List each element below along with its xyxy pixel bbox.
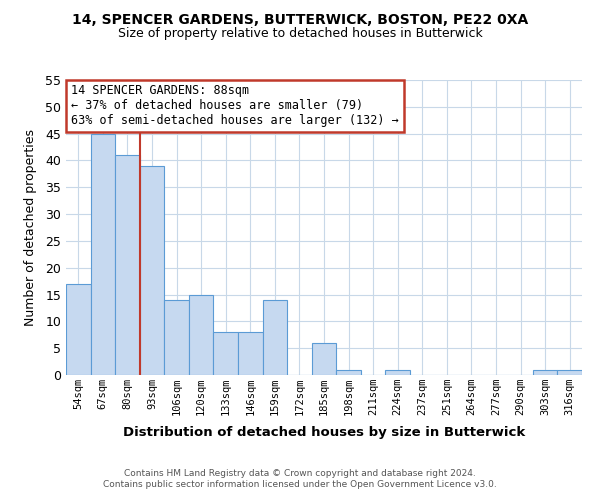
Bar	[140, 166, 164, 375]
Bar	[189, 294, 214, 375]
Text: Contains public sector information licensed under the Open Government Licence v3: Contains public sector information licen…	[103, 480, 497, 489]
Bar	[66, 284, 91, 375]
Text: Size of property relative to detached houses in Butterwick: Size of property relative to detached ho…	[118, 28, 482, 40]
Bar	[238, 332, 263, 375]
Bar	[336, 370, 361, 375]
Text: 14, SPENCER GARDENS, BUTTERWICK, BOSTON, PE22 0XA: 14, SPENCER GARDENS, BUTTERWICK, BOSTON,…	[72, 12, 528, 26]
Bar	[91, 134, 115, 375]
X-axis label: Distribution of detached houses by size in Butterwick: Distribution of detached houses by size …	[123, 426, 525, 440]
Bar	[557, 370, 582, 375]
Bar	[312, 343, 336, 375]
Bar	[533, 370, 557, 375]
Bar	[263, 300, 287, 375]
Bar	[214, 332, 238, 375]
Text: Contains HM Land Registry data © Crown copyright and database right 2024.: Contains HM Land Registry data © Crown c…	[124, 468, 476, 477]
Bar	[164, 300, 189, 375]
Bar	[385, 370, 410, 375]
Y-axis label: Number of detached properties: Number of detached properties	[24, 129, 37, 326]
Text: 14 SPENCER GARDENS: 88sqm
← 37% of detached houses are smaller (79)
63% of semi-: 14 SPENCER GARDENS: 88sqm ← 37% of detac…	[71, 84, 399, 128]
Bar	[115, 155, 140, 375]
